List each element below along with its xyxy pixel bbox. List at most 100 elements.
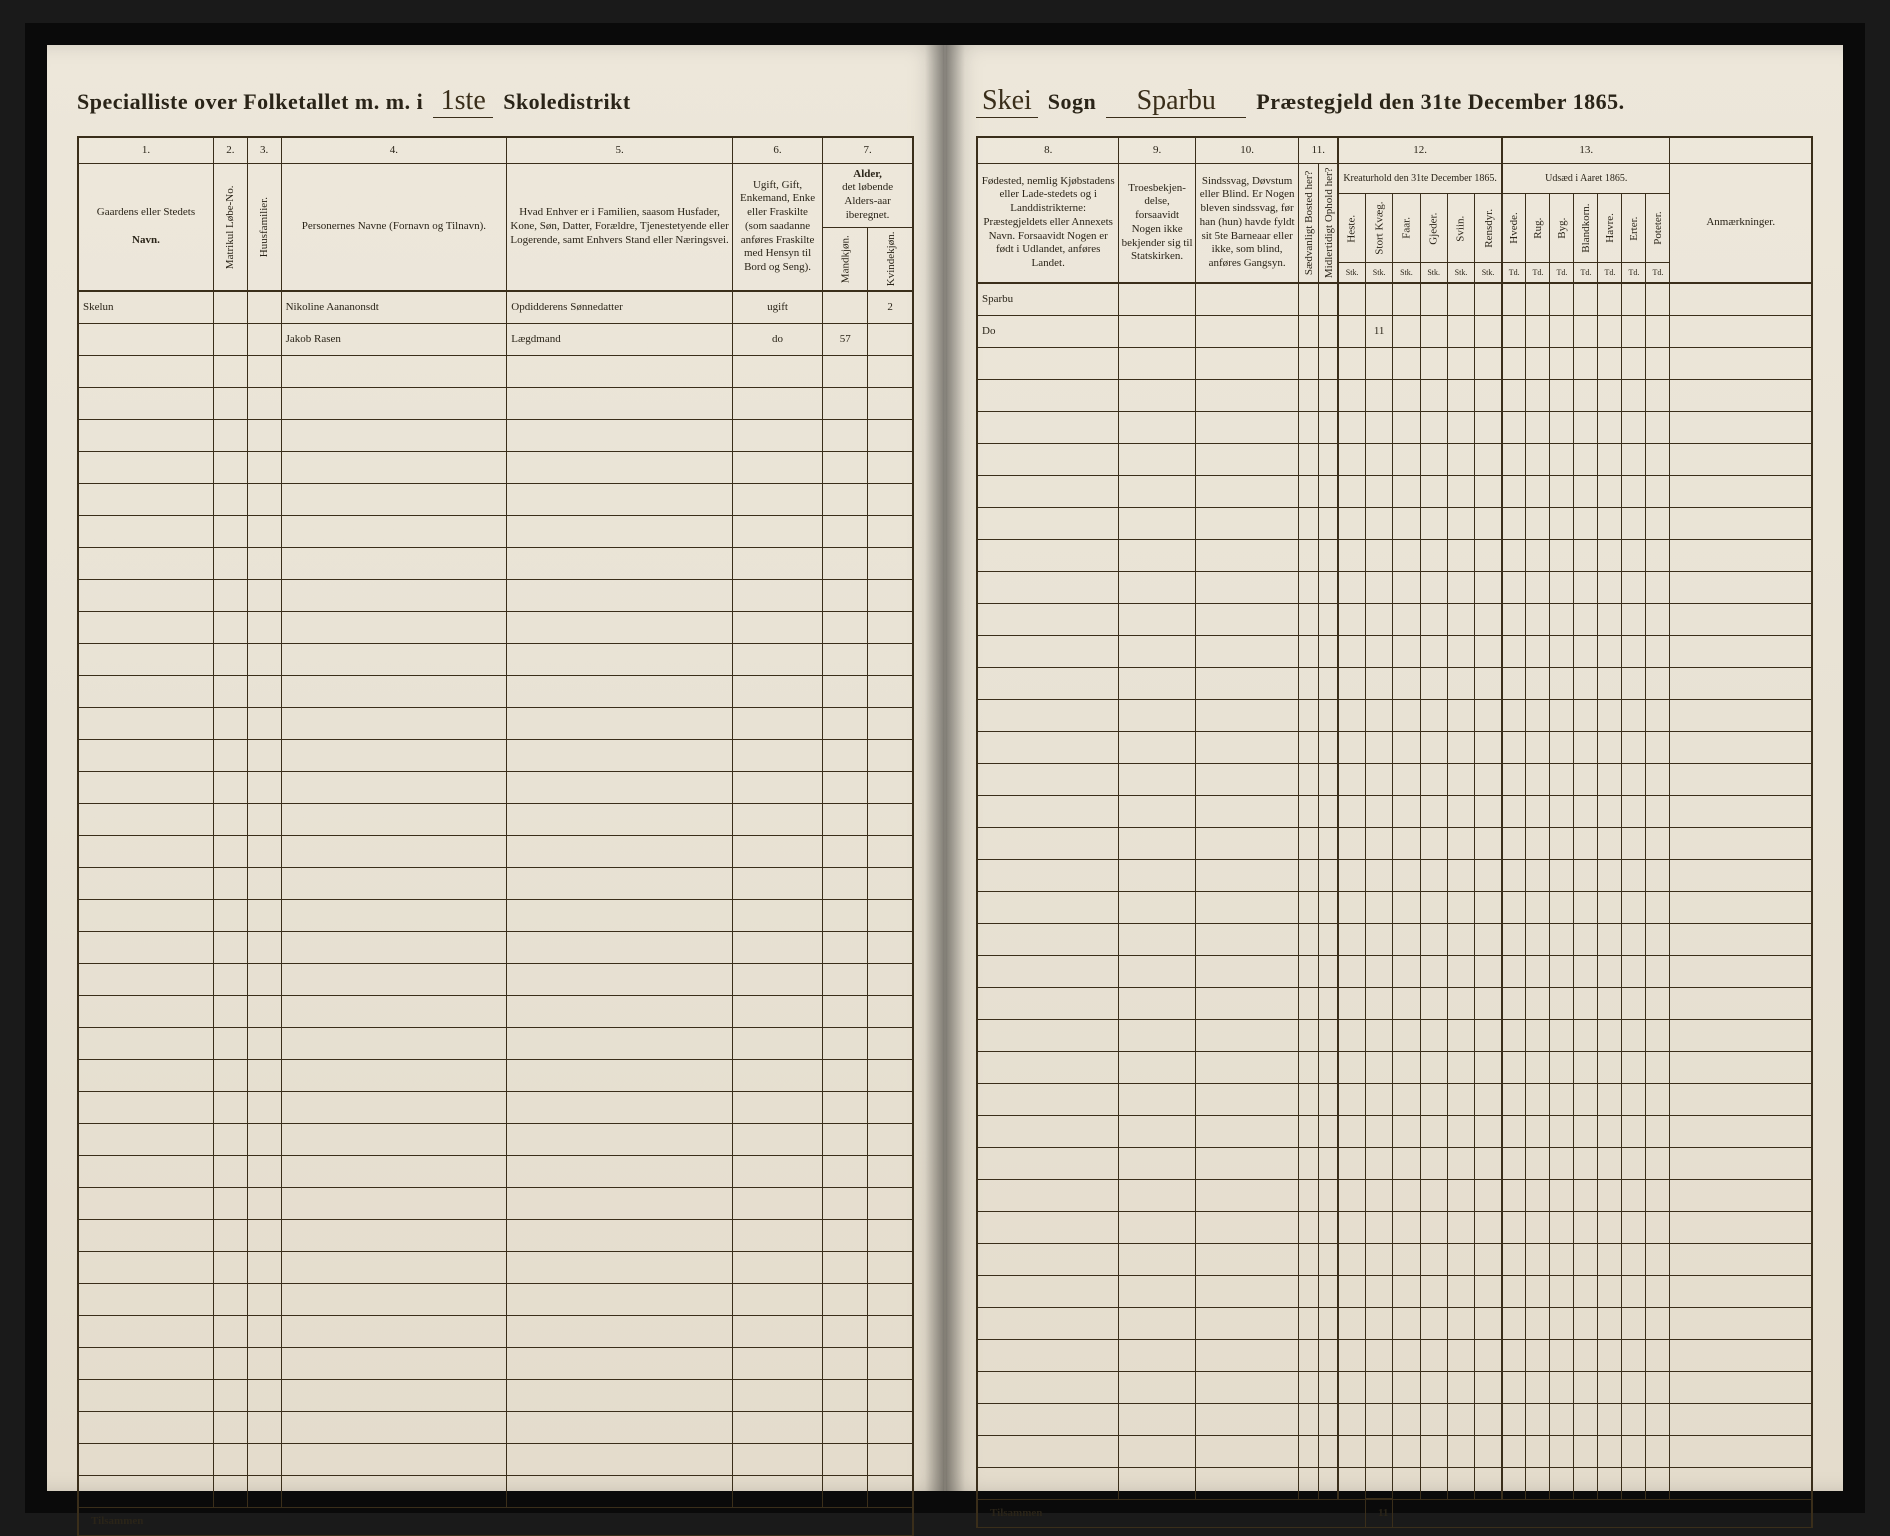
empty-row — [977, 1083, 1812, 1115]
empty-row — [78, 611, 913, 643]
udsaed-sub: Havre. — [1598, 194, 1622, 263]
col-num-2: 2. — [213, 137, 247, 163]
header-text-1: Specialliste over Folketallet m. m. i — [77, 89, 423, 115]
col-hdr-navn: Personernes Navne (Fornavn og Tilnavn). — [281, 163, 507, 291]
empty-row — [977, 1339, 1812, 1371]
empty-row — [977, 987, 1812, 1019]
empty-row — [78, 1251, 913, 1283]
empty-rows-right — [977, 347, 1812, 1499]
empty-row — [977, 1211, 1812, 1243]
col-num-10: 10. — [1195, 137, 1299, 163]
praestegjeld-name: Sparbu — [1106, 85, 1246, 118]
col-hdr-udsaed: Udsæd i Aaret 1865. — [1502, 163, 1670, 194]
unit-stk: Stk. — [1338, 263, 1365, 283]
empty-row — [78, 995, 913, 1027]
footer-row-left: Tilsammen — [78, 1507, 913, 1535]
left-page: Specialliste over Folketallet m. m. i 1s… — [47, 45, 946, 1491]
kreatur-sub: Heste. — [1338, 194, 1365, 263]
empty-row — [977, 955, 1812, 987]
udsaed-sub: Hvede. — [1502, 194, 1526, 263]
empty-row — [78, 1091, 913, 1123]
col-num-6: 6. — [732, 137, 822, 163]
empty-rows-left — [78, 355, 913, 1507]
table-body-right: Sparbu Do — [977, 283, 1812, 347]
col-hdr-sted: Gaardens eller Stedets Navn. — [78, 163, 213, 291]
sogn-name: Skei — [976, 85, 1038, 118]
empty-row — [977, 411, 1812, 443]
empty-row — [977, 347, 1812, 379]
data-row: Jakob Rasen Lægdmand do 57 — [78, 323, 913, 355]
empty-row — [977, 379, 1812, 411]
empty-row — [977, 923, 1812, 955]
footer-row-right: Tilsammen 11 — [977, 1499, 1812, 1527]
header-date: Præstegjeld den 31te December 1865. — [1256, 89, 1624, 115]
table-body-left: Skelun Nikoline Aananonsdt Opdidderens S… — [78, 291, 913, 355]
col-hdr-anm: Anmærkninger. — [1670, 163, 1812, 283]
empty-row — [78, 675, 913, 707]
empty-row — [977, 891, 1812, 923]
empty-row — [78, 1123, 913, 1155]
empty-row — [78, 835, 913, 867]
empty-row — [78, 1283, 913, 1315]
empty-row — [78, 1411, 913, 1443]
col-hdr-alder: Alder, det løbende Alders-aar iberegnet. — [823, 163, 913, 227]
empty-row — [78, 419, 913, 451]
empty-row — [78, 1059, 913, 1091]
col-hdr-huus: Huusfamilier. — [247, 163, 281, 291]
col-hdr-tro: Troesbekjen-delse, forsaavidt Nogen ikke… — [1119, 163, 1195, 283]
empty-row — [78, 1187, 913, 1219]
empty-row — [977, 1051, 1812, 1083]
col-hdr-matr: Matrikul Løbe-No. — [213, 163, 247, 291]
right-page: Skei Sogn Sparbu Præstegjeld den 31te De… — [946, 45, 1843, 1491]
census-table-left: 1. 2. 3. 4. 5. 6. 7. Gaardens eller Sted… — [77, 136, 914, 1536]
district-number: 1ste — [433, 85, 493, 118]
empty-row — [78, 963, 913, 995]
empty-row — [78, 451, 913, 483]
empty-row — [78, 1219, 913, 1251]
empty-row — [977, 1371, 1812, 1403]
empty-row — [977, 1019, 1812, 1051]
col-num-3: 3. — [247, 137, 281, 163]
empty-row — [977, 1467, 1812, 1499]
empty-row — [977, 827, 1812, 859]
empty-row — [977, 699, 1812, 731]
udsaed-sub: Erter. — [1622, 194, 1646, 263]
empty-row — [78, 1347, 913, 1379]
empty-row — [977, 635, 1812, 667]
col-num-13: 13. — [1502, 137, 1670, 163]
col-hdr-civil: Ugift, Gift, Enkemand, Enke eller Fraski… — [732, 163, 822, 291]
data-row: Skelun Nikoline Aananonsdt Opdidderens S… — [78, 291, 913, 323]
empty-row — [78, 867, 913, 899]
empty-row — [977, 859, 1812, 891]
data-row: Sparbu — [977, 283, 1812, 315]
empty-row — [78, 483, 913, 515]
header-right: Skei Sogn Sparbu Præstegjeld den 31te De… — [976, 85, 1813, 118]
empty-row — [977, 731, 1812, 763]
empty-row — [78, 931, 913, 963]
empty-row — [78, 1379, 913, 1411]
scan-frame: Specialliste over Folketallet m. m. i 1s… — [25, 23, 1865, 1513]
col-num-4: 4. — [281, 137, 507, 163]
empty-row — [977, 667, 1812, 699]
empty-row — [977, 507, 1812, 539]
data-row: Do 11 — [977, 315, 1812, 347]
empty-row — [977, 443, 1812, 475]
udsaed-sub: Poteter. — [1646, 194, 1670, 263]
empty-row — [977, 1435, 1812, 1467]
empty-row — [977, 1115, 1812, 1147]
col-num-7: 7. — [823, 137, 913, 163]
empty-row — [977, 1147, 1812, 1179]
header-text-2: Skoledistrikt — [503, 89, 631, 115]
udsaed-sub: Rug. — [1526, 194, 1550, 263]
empty-row — [78, 899, 913, 931]
empty-row — [977, 1243, 1812, 1275]
empty-row — [977, 539, 1812, 571]
col-num-11: 11. — [1299, 137, 1338, 163]
col-anm-blank — [1670, 137, 1812, 163]
empty-row — [977, 795, 1812, 827]
kreatur-sub: Gjeder. — [1420, 194, 1447, 263]
empty-row — [78, 1155, 913, 1187]
empty-row — [78, 643, 913, 675]
empty-row — [977, 763, 1812, 795]
empty-row — [78, 387, 913, 419]
